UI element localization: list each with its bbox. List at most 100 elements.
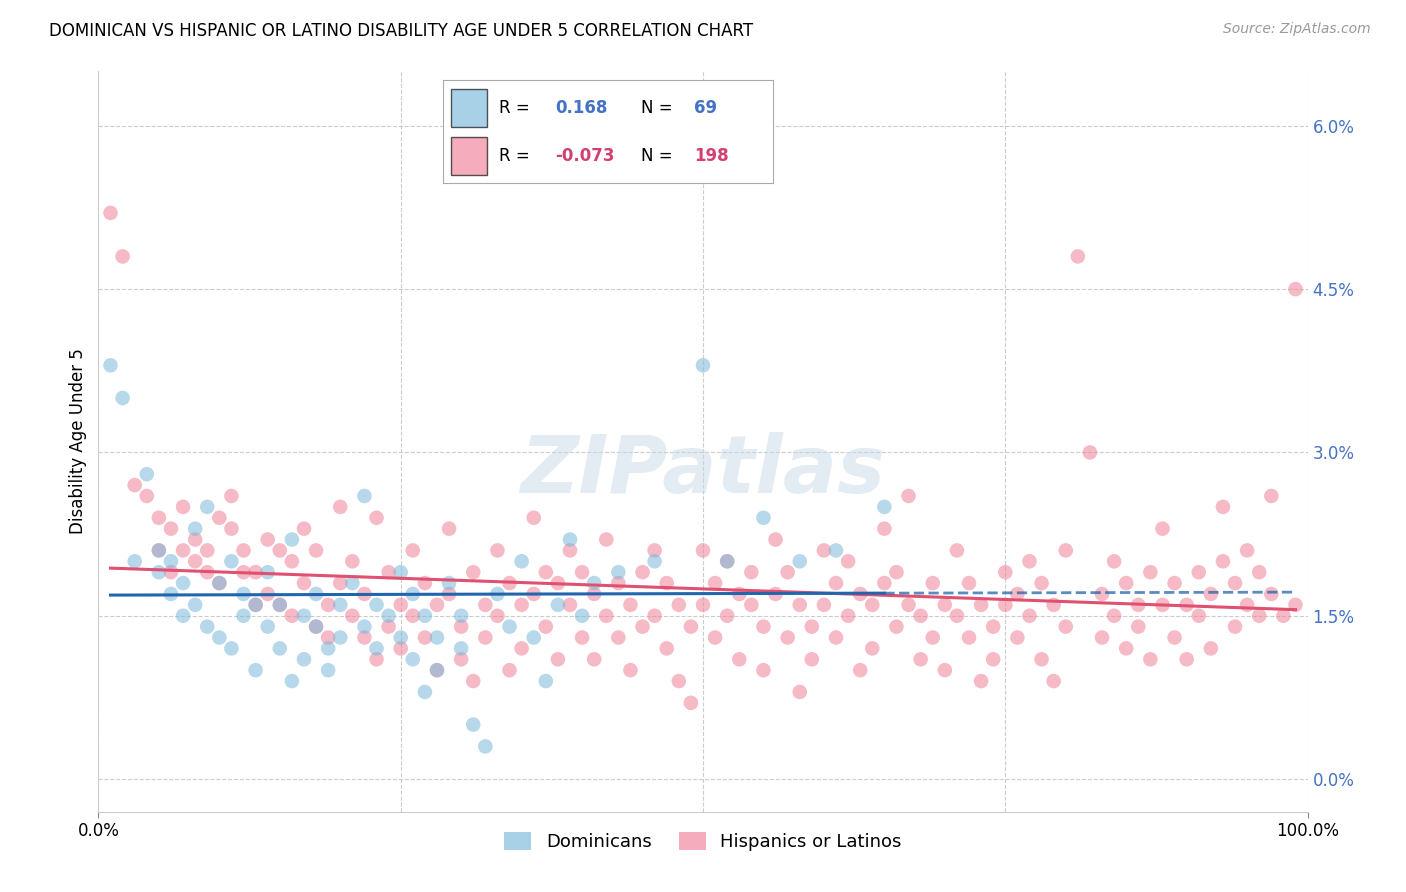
- Point: [595, 533, 617, 547]
- Point: [402, 652, 425, 666]
- Point: [256, 620, 278, 634]
- Point: [631, 620, 654, 634]
- Point: [269, 598, 291, 612]
- Point: [534, 620, 557, 634]
- Point: [498, 576, 520, 591]
- Point: [728, 587, 751, 601]
- Point: [860, 641, 883, 656]
- Point: [910, 608, 932, 623]
- Point: [752, 663, 775, 677]
- Point: [292, 608, 315, 623]
- Point: [281, 674, 304, 689]
- FancyBboxPatch shape: [451, 137, 488, 175]
- Point: [1199, 587, 1222, 601]
- Point: [789, 685, 811, 699]
- Point: [1102, 608, 1125, 623]
- Point: [716, 608, 738, 623]
- Point: [426, 663, 449, 677]
- Point: [523, 510, 546, 524]
- Point: [463, 565, 485, 579]
- Point: [547, 576, 569, 591]
- Point: [776, 565, 799, 579]
- Point: [281, 554, 304, 568]
- Point: [353, 587, 375, 601]
- Point: [1139, 565, 1161, 579]
- Point: [789, 554, 811, 568]
- Point: [1031, 576, 1053, 591]
- Point: [402, 543, 425, 558]
- Point: [607, 565, 630, 579]
- Point: [668, 674, 690, 689]
- Point: [245, 598, 267, 612]
- Point: [583, 576, 606, 591]
- Point: [402, 587, 425, 601]
- Point: [897, 598, 920, 612]
- Point: [946, 608, 969, 623]
- Point: [342, 554, 364, 568]
- Point: [437, 576, 460, 591]
- Point: [957, 631, 980, 645]
- Point: [813, 543, 835, 558]
- Point: [184, 522, 207, 536]
- Point: [1152, 522, 1174, 536]
- Point: [1091, 587, 1114, 601]
- Point: [256, 587, 278, 601]
- Point: [534, 565, 557, 579]
- Point: [595, 608, 617, 623]
- Point: [644, 554, 666, 568]
- Point: [221, 522, 243, 536]
- Point: [716, 554, 738, 568]
- Point: [752, 620, 775, 634]
- Point: [377, 620, 399, 634]
- Point: [1102, 554, 1125, 568]
- Point: [837, 554, 859, 568]
- Point: [160, 587, 183, 601]
- Text: -0.073: -0.073: [555, 147, 614, 165]
- Point: [644, 608, 666, 623]
- Point: [765, 533, 787, 547]
- Point: [1212, 554, 1234, 568]
- Text: 69: 69: [695, 99, 717, 117]
- Point: [377, 565, 399, 579]
- Point: [389, 631, 412, 645]
- Point: [474, 598, 496, 612]
- Point: [305, 543, 328, 558]
- Point: [583, 652, 606, 666]
- Point: [389, 598, 412, 612]
- Point: [692, 598, 714, 612]
- Point: [728, 652, 751, 666]
- Point: [413, 631, 436, 645]
- Point: [860, 598, 883, 612]
- Point: [607, 631, 630, 645]
- Point: [886, 565, 908, 579]
- Point: [486, 587, 509, 601]
- Point: [498, 663, 520, 677]
- Text: 198: 198: [695, 147, 728, 165]
- Point: [813, 598, 835, 612]
- Point: [825, 631, 848, 645]
- Point: [292, 576, 315, 591]
- Point: [679, 620, 702, 634]
- Point: [342, 608, 364, 623]
- Point: [366, 641, 388, 656]
- Point: [195, 500, 218, 514]
- Point: [704, 631, 727, 645]
- Point: [752, 510, 775, 524]
- Point: [1236, 598, 1258, 612]
- Point: [172, 576, 194, 591]
- Point: [413, 608, 436, 623]
- Point: [1115, 576, 1137, 591]
- Point: [547, 652, 569, 666]
- Point: [195, 620, 218, 634]
- Point: [946, 543, 969, 558]
- Point: [571, 565, 593, 579]
- Point: [148, 543, 170, 558]
- Point: [329, 631, 352, 645]
- Point: [148, 510, 170, 524]
- Point: [450, 620, 472, 634]
- Point: [353, 631, 375, 645]
- Point: [897, 489, 920, 503]
- Point: [1236, 543, 1258, 558]
- FancyBboxPatch shape: [451, 89, 488, 127]
- Point: [389, 641, 412, 656]
